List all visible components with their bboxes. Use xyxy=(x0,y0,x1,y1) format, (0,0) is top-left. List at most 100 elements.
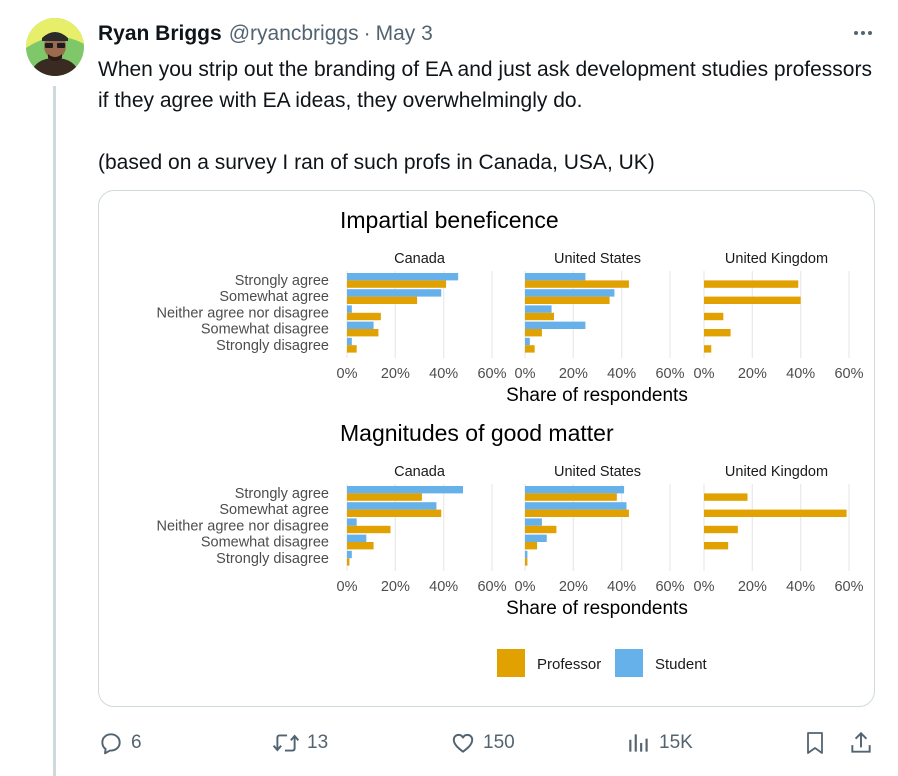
bar-student xyxy=(347,486,463,494)
category-label: Strongly agree xyxy=(235,273,329,289)
country-label: Canada xyxy=(394,251,446,267)
bar-professor xyxy=(347,296,418,304)
views-count: 15K xyxy=(659,732,693,753)
category-label: Strongly agree xyxy=(235,486,329,502)
thread-line xyxy=(53,86,56,776)
repost-count: 13 xyxy=(307,732,329,753)
tick-label: 60% xyxy=(477,579,506,595)
avatar[interactable] xyxy=(26,18,84,76)
bookmark-icon xyxy=(807,732,823,754)
bar-professor xyxy=(347,493,422,501)
bar-professor xyxy=(704,525,738,534)
bar-professor xyxy=(704,312,724,321)
category-label: Strongly disagree xyxy=(216,338,329,354)
bar-student xyxy=(525,534,547,542)
category-label: Neither agree nor disagree xyxy=(157,305,330,321)
bar-professor xyxy=(704,296,801,304)
bar-student xyxy=(347,321,374,329)
bar-student xyxy=(347,289,442,297)
tick-label: 0% xyxy=(694,366,715,382)
more-dots-icon xyxy=(854,31,872,35)
bar-professor xyxy=(704,493,748,501)
x-axis-label: Share of respondents xyxy=(506,598,688,619)
bar-professor xyxy=(525,558,528,566)
bar-professor xyxy=(347,280,447,288)
bar-student xyxy=(525,273,586,281)
action-bar: 6 13 150 15K xyxy=(0,726,898,760)
chart-panel-title: Impartial beneficence xyxy=(340,207,559,233)
bar-professor xyxy=(347,525,391,534)
tick-label: 60% xyxy=(477,366,506,382)
share-icon xyxy=(851,731,871,753)
more-options-button[interactable] xyxy=(848,18,878,48)
tick-label: 20% xyxy=(381,579,410,595)
bar-student xyxy=(525,486,625,494)
bar-professor xyxy=(525,312,554,321)
bar-professor xyxy=(525,280,629,288)
tick-label: 40% xyxy=(429,366,458,382)
bar-professor xyxy=(525,509,629,517)
repost-button[interactable]: 13 xyxy=(272,726,328,760)
bar-student xyxy=(525,502,627,510)
bar-professor xyxy=(525,493,617,501)
category-label: Somewhat disagree xyxy=(201,322,329,338)
x-axis-label: Share of respondents xyxy=(506,385,688,406)
country-label: United States xyxy=(554,251,641,267)
legend-swatch-student xyxy=(615,649,643,677)
tweet-date[interactable]: May 3 xyxy=(375,22,433,45)
bar-student xyxy=(525,305,552,313)
bar-professor xyxy=(525,345,535,353)
bar-student xyxy=(525,289,615,297)
tick-label: 0% xyxy=(337,579,358,595)
bar-professor xyxy=(347,312,381,321)
bar-professor xyxy=(525,329,542,337)
like-button[interactable]: 150 xyxy=(450,726,515,760)
bar-student xyxy=(347,518,357,526)
country-label: United Kingdom xyxy=(725,464,828,480)
author-handle[interactable]: @ryancbriggs xyxy=(228,22,359,45)
tick-label: 60% xyxy=(834,366,863,382)
bar-professor xyxy=(347,558,350,566)
country-label: United Kingdom xyxy=(725,251,828,267)
bar-student xyxy=(525,337,530,346)
share-button[interactable] xyxy=(848,726,874,760)
bar-professor xyxy=(525,525,557,534)
bar-professor xyxy=(525,296,610,304)
views-button[interactable]: 15K xyxy=(626,726,693,760)
tick-label: 20% xyxy=(381,366,410,382)
reply-icon xyxy=(101,733,121,755)
bar-student xyxy=(525,518,542,526)
author-name[interactable]: Ryan Briggs xyxy=(98,22,222,45)
tick-label: 40% xyxy=(786,366,815,382)
bar-student xyxy=(347,305,352,313)
category-label: Strongly disagree xyxy=(216,551,329,567)
chart-panel-title: Magnitudes of good matter xyxy=(340,420,614,446)
legend-swatch-professor xyxy=(497,649,525,677)
person-avatar-icon xyxy=(26,18,84,76)
country-label: United States xyxy=(554,464,641,480)
header-separator: · xyxy=(363,22,371,45)
tick-label: 0% xyxy=(515,579,536,595)
bar-student xyxy=(347,534,367,542)
repost-icon xyxy=(272,734,300,752)
category-label: Somewhat agree xyxy=(219,289,329,305)
bar-professor xyxy=(525,542,538,550)
category-label: Neither agree nor disagree xyxy=(157,518,330,534)
legend-label-professor: Professor xyxy=(537,656,601,673)
tweet-text: When you strip out the branding of EA an… xyxy=(98,54,878,178)
bar-professor xyxy=(704,280,799,288)
bar-student xyxy=(347,550,352,559)
bookmark-button[interactable] xyxy=(803,726,827,760)
tick-label: 0% xyxy=(337,366,358,382)
tick-label: 40% xyxy=(429,579,458,595)
bar-professor xyxy=(704,345,712,353)
bar-professor xyxy=(704,542,729,550)
chart-image-card[interactable]: Impartial beneficence Strongly agree Somew… xyxy=(98,190,875,707)
tick-label: 40% xyxy=(607,579,636,595)
bar-student xyxy=(347,273,459,281)
category-label: Somewhat disagree xyxy=(201,535,329,551)
reply-button[interactable]: 6 xyxy=(98,726,142,760)
tick-label: 20% xyxy=(559,579,588,595)
tick-label: 60% xyxy=(655,366,684,382)
category-label: Somewhat agree xyxy=(219,502,329,518)
